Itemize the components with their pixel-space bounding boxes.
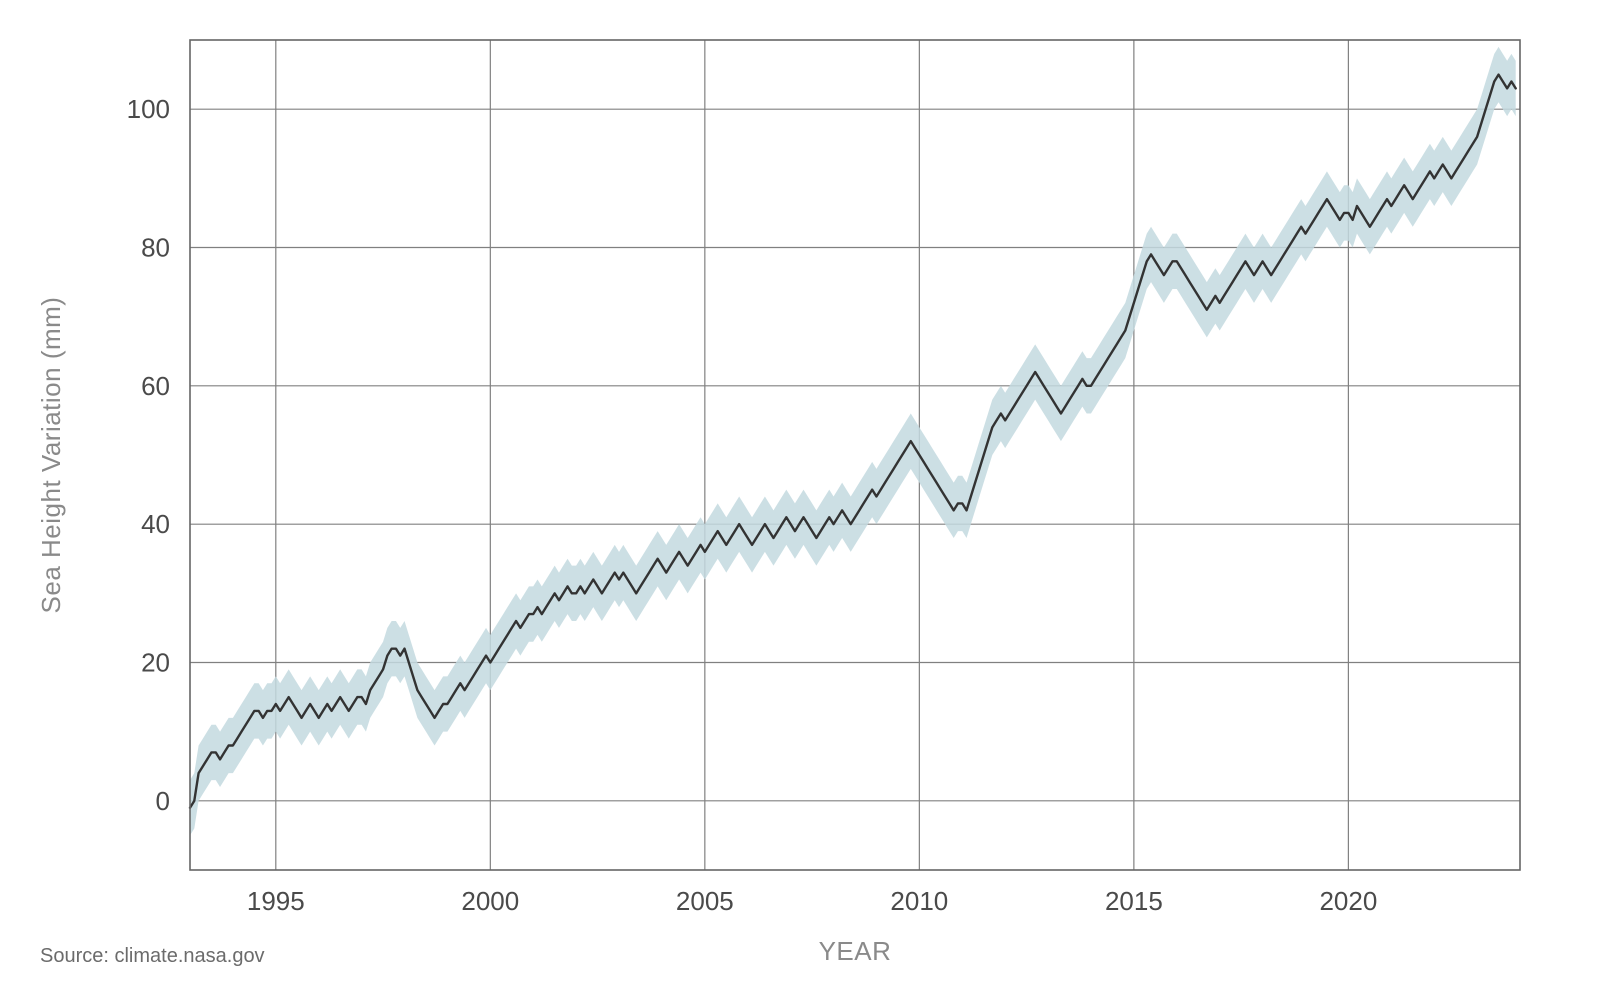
y-axis-label: Sea Height Variation (mm)	[36, 297, 66, 614]
y-tick-label: 60	[141, 371, 170, 401]
x-tick-label: 2015	[1105, 886, 1163, 916]
source-label: Source: climate.nasa.gov	[40, 945, 265, 967]
y-tick-label: 80	[141, 233, 170, 263]
x-tick-label: 1995	[247, 886, 305, 916]
sea-level-chart: 1995 2000 2005 2010 2015 2020 0 20 40 60 80 100 YEAR…	[0, 0, 1600, 1000]
y-tick-label: 20	[141, 648, 170, 678]
x-tick-label: 2010	[890, 886, 948, 916]
chart-svg: 1995 2000 2005 2010 2015 2020 0 20 40 60 80 100 YEAR…	[0, 0, 1600, 1000]
x-tick-label: 2020	[1319, 886, 1377, 916]
x-axis-label: YEAR	[819, 936, 892, 966]
y-tick-label: 100	[127, 94, 170, 124]
x-tick-label: 2000	[461, 886, 519, 916]
x-tick-label: 2005	[676, 886, 734, 916]
y-tick-label: 0	[156, 786, 170, 816]
y-tick-label: 40	[141, 509, 170, 539]
